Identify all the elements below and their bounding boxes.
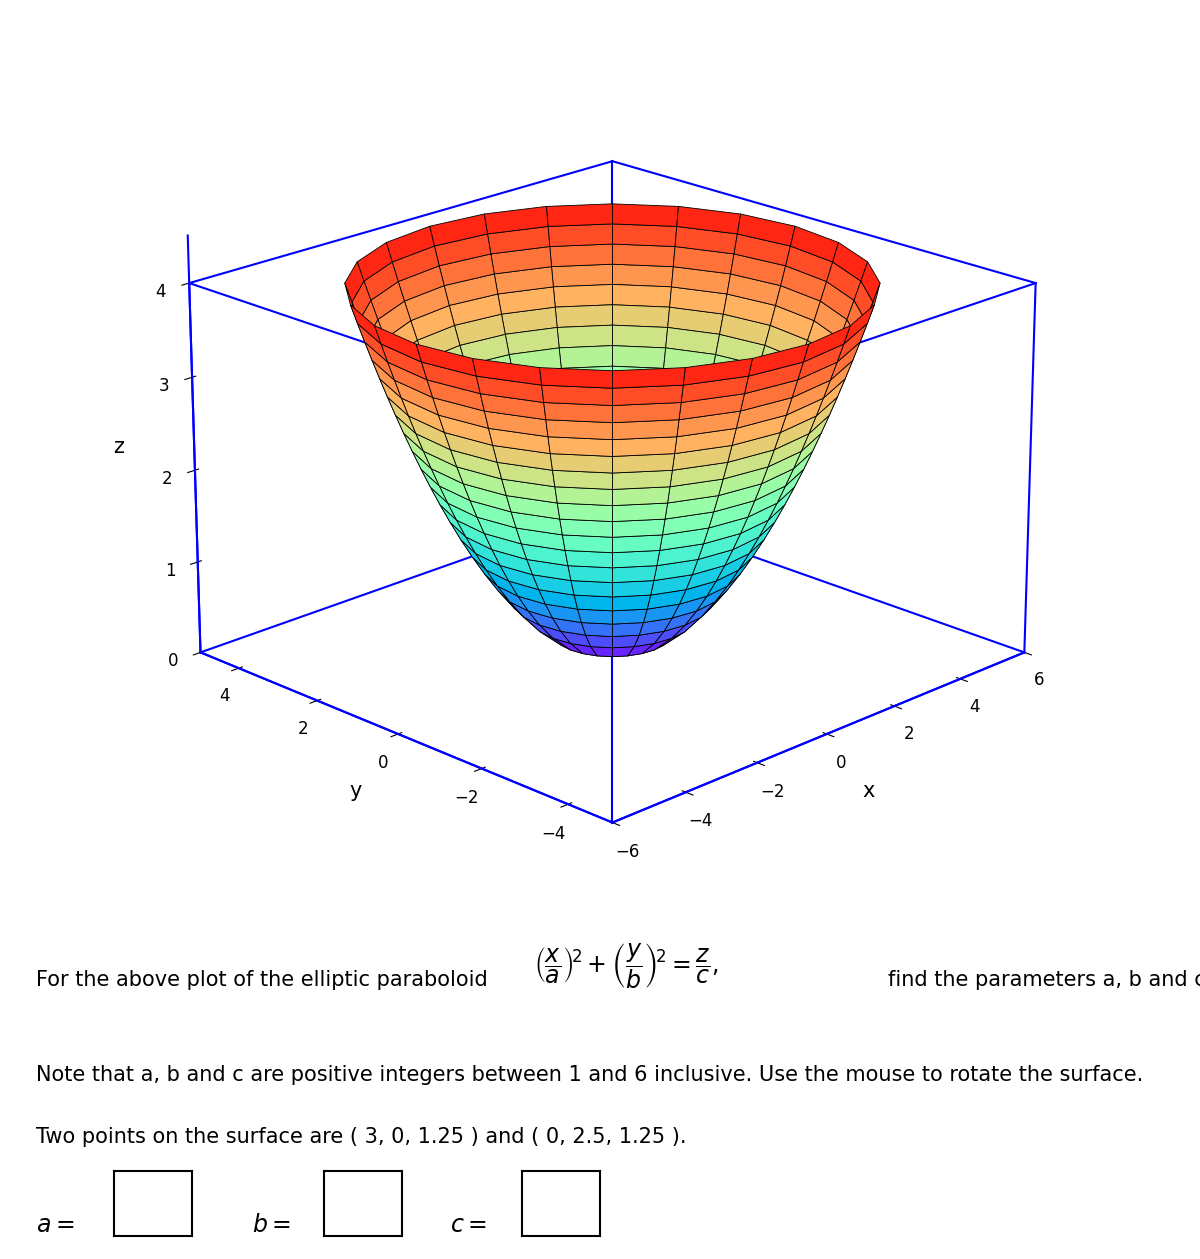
Text: Two points on the surface are ( 3, 0, 1.25 ) and ( 0, 2.5, 1.25 ).: Two points on the surface are ( 3, 0, 1.… xyxy=(36,1127,686,1147)
Y-axis label: y: y xyxy=(349,781,362,801)
Text: find the parameters a, b and c.: find the parameters a, b and c. xyxy=(888,971,1200,991)
Text: $c =$: $c =$ xyxy=(450,1212,487,1238)
Text: $\left(\dfrac{x}{a}\right)^{\!2} + \left(\dfrac{y}{b}\right)^{\!2} = \dfrac{z}{c: $\left(\dfrac{x}{a}\right)^{\!2} + \left… xyxy=(534,942,719,991)
Text: Note that a, b and c are positive integers between 1 and 6 inclusive. Use the mo: Note that a, b and c are positive intege… xyxy=(36,1065,1144,1085)
Text: $b =$: $b =$ xyxy=(252,1212,290,1238)
X-axis label: x: x xyxy=(863,781,875,801)
Text: $a =$: $a =$ xyxy=(36,1212,74,1238)
Text: For the above plot of the elliptic paraboloid: For the above plot of the elliptic parab… xyxy=(36,971,487,991)
